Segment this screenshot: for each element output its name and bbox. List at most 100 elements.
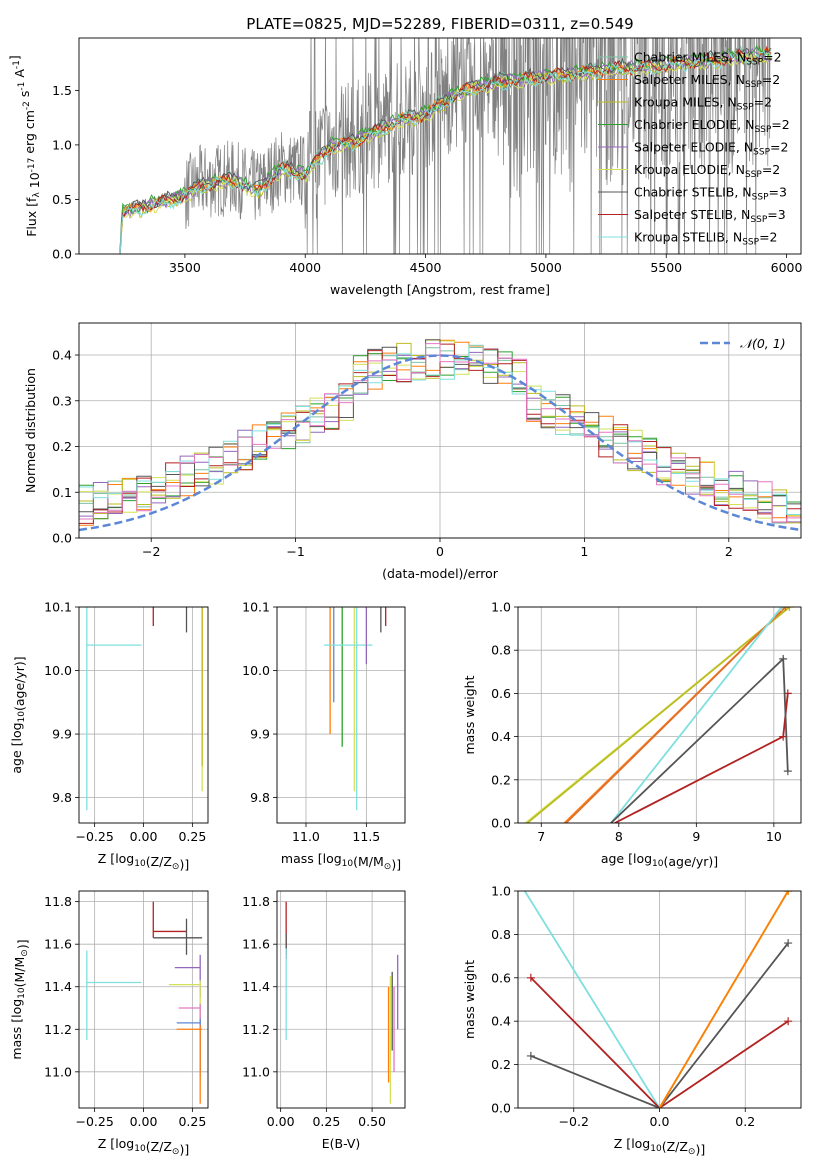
x-tick-label: 0.25: [312, 1114, 340, 1129]
axes-frame: [276, 606, 406, 824]
x-tick-label: 4000: [289, 260, 321, 275]
label-part: (M/M: [353, 854, 384, 869]
axes-frame: [276, 890, 406, 1109]
model-spectrum-line: [119, 44, 772, 253]
plus-marker: [779, 654, 788, 663]
x-axis-label: mass [log10(M/M⊙)]: [281, 851, 401, 872]
x-tick-label: 7: [537, 829, 545, 844]
spectrum-panel: 3500 4000 4500 5000 5500 6000 0.0 0.5 1.0 1.5 wave…: [7, 37, 803, 297]
plus-marker: [784, 1017, 793, 1026]
legend-entry: Chabrier ELODIE, NSSP=2: [634, 117, 790, 135]
label-part: erg cm: [22, 110, 37, 158]
mass-weight-line: [523, 891, 661, 1108]
mass-weight-line: [614, 693, 789, 823]
x-tick-label: 8: [615, 829, 623, 844]
age-vs-mass-panel: 11.0 11.5 9.8 9.9 10.0 10.1 mass [log10(M/M⊙)]: [242, 600, 406, 872]
legend-text: Kroupa ELODIE, N: [634, 162, 745, 177]
plus-marker: [785, 607, 794, 611]
y-tick-label: 0.8: [491, 643, 511, 658]
y-tick-label: 9.9: [250, 727, 270, 742]
x-tick-label: 0.2: [735, 1114, 755, 1129]
errorbar-plot-area: [324, 607, 387, 811]
y-tick-label: 0.0: [52, 531, 72, 546]
legend-text: Chabrier STELIB, N: [634, 185, 752, 200]
x-tick-label: −1: [286, 544, 304, 559]
y-tick-label: 0.2: [491, 772, 511, 787]
x-tick-label: −0.25: [75, 829, 113, 844]
plus-marker: [784, 939, 793, 948]
legend-entry: Kroupa STELIB, NSSP=2: [634, 230, 778, 248]
plus-marker: [526, 1051, 535, 1060]
label-sub: 10: [342, 859, 354, 869]
label-part: ⊙: [384, 862, 392, 872]
histogram-step-line: [79, 343, 801, 523]
label-sub: 10: [134, 859, 146, 869]
legend-text: =2: [754, 95, 772, 110]
label-part: (age/yr)]: [663, 854, 718, 869]
axes-frame: [78, 322, 802, 539]
legend-entry: Chabrier MILES, NSSP=2: [634, 50, 782, 68]
label-part: -2: [22, 101, 32, 110]
legend-text: Kroupa MILES, N: [634, 95, 737, 110]
histogram-plot-area: [79, 339, 801, 532]
x-tick-label: 1: [580, 544, 588, 559]
x-tick-label: 0.0: [650, 1114, 670, 1129]
label-part: (Z/Z: [146, 1139, 172, 1154]
legend-text: Chabrier ELODIE, N: [634, 117, 754, 132]
legend-text: =2: [759, 230, 777, 245]
x-axis-label: wavelength [Angstrom, rest frame]: [330, 282, 550, 297]
y-tick-label: 0.8: [491, 927, 511, 942]
plus-marker: [526, 973, 535, 982]
x-axis-label: age [log10(age/yr)]: [601, 851, 718, 869]
y-tick-label: 11.8: [44, 894, 72, 909]
label-sub: 10: [650, 1144, 662, 1154]
y-tick-label: 0.0: [52, 247, 72, 262]
errorbar-plot-area: [86, 901, 203, 1104]
legend-entry: Kroupa MILES, NSSP=2: [634, 95, 772, 113]
y-tick-label: 0.5: [52, 192, 72, 207]
y-tick-label: 11.8: [242, 894, 270, 909]
plus-marker: [777, 607, 786, 611]
y-tick-label: 0.3: [52, 393, 72, 408]
x-tick-label: −0.25: [75, 1114, 113, 1129]
x-tick-label: 11.0: [292, 829, 320, 844]
y-tick-label: 1.0: [491, 600, 511, 615]
x-tick-label: 0.00: [130, 1114, 158, 1129]
y-tick-label: 1.5: [52, 83, 72, 98]
y-tick-label: 0.4: [52, 348, 72, 363]
plus-marker: [514, 876, 522, 884]
model-spectrum-line: [119, 49, 772, 254]
x-tick-label: 11.5: [352, 829, 380, 844]
y-tick-label: 0.6: [491, 686, 511, 701]
label-part: mass [: [9, 1018, 24, 1060]
label-part: (age/yr)]: [12, 656, 27, 711]
legend-entry: Salpeter ELODIE, NSSP=2: [634, 140, 788, 158]
label-part: -1: [12, 60, 22, 69]
line-plot-area: [525, 607, 794, 823]
figure-title: PLATE=0825, MJD=52289, FIBERID=0311, z=0…: [246, 15, 633, 33]
label-part: log: [633, 851, 652, 866]
legend-sub: SSP: [745, 80, 762, 90]
y-tick-label: 9.8: [250, 790, 270, 805]
legend-entry: Kroupa ELODIE, NSSP=2: [634, 162, 780, 180]
legend-entry: Salpeter MILES, NSSP=2: [634, 72, 780, 90]
label-part: log: [631, 1136, 650, 1151]
mass-weight-line: [610, 656, 789, 823]
residuals-panel: −2 −1 0 1 2 0.0 0.1 0.2 0.3 0.4 (data-model)/error…: [23, 322, 802, 581]
y-tick-label: 11.6: [44, 937, 72, 952]
label-part: log: [9, 722, 24, 741]
label-part: log: [115, 851, 134, 866]
y-tick-label: 11.4: [44, 979, 72, 994]
axes-frame: [517, 890, 802, 1109]
label-part: Z [: [98, 851, 115, 866]
legend-entry: Salpeter STELIB, NSSP=3: [634, 207, 786, 225]
y-tick-label: 0.2: [491, 1057, 511, 1072]
label-part: Z [: [614, 1136, 631, 1151]
y-tick-label: 11.2: [44, 1022, 72, 1037]
label-part: s: [17, 91, 32, 102]
y-tick-label: 9.9: [52, 727, 72, 742]
y-tick-label: 11.0: [44, 1064, 72, 1079]
y-tick-label: 11.6: [242, 937, 270, 952]
label-part: A: [12, 69, 27, 82]
